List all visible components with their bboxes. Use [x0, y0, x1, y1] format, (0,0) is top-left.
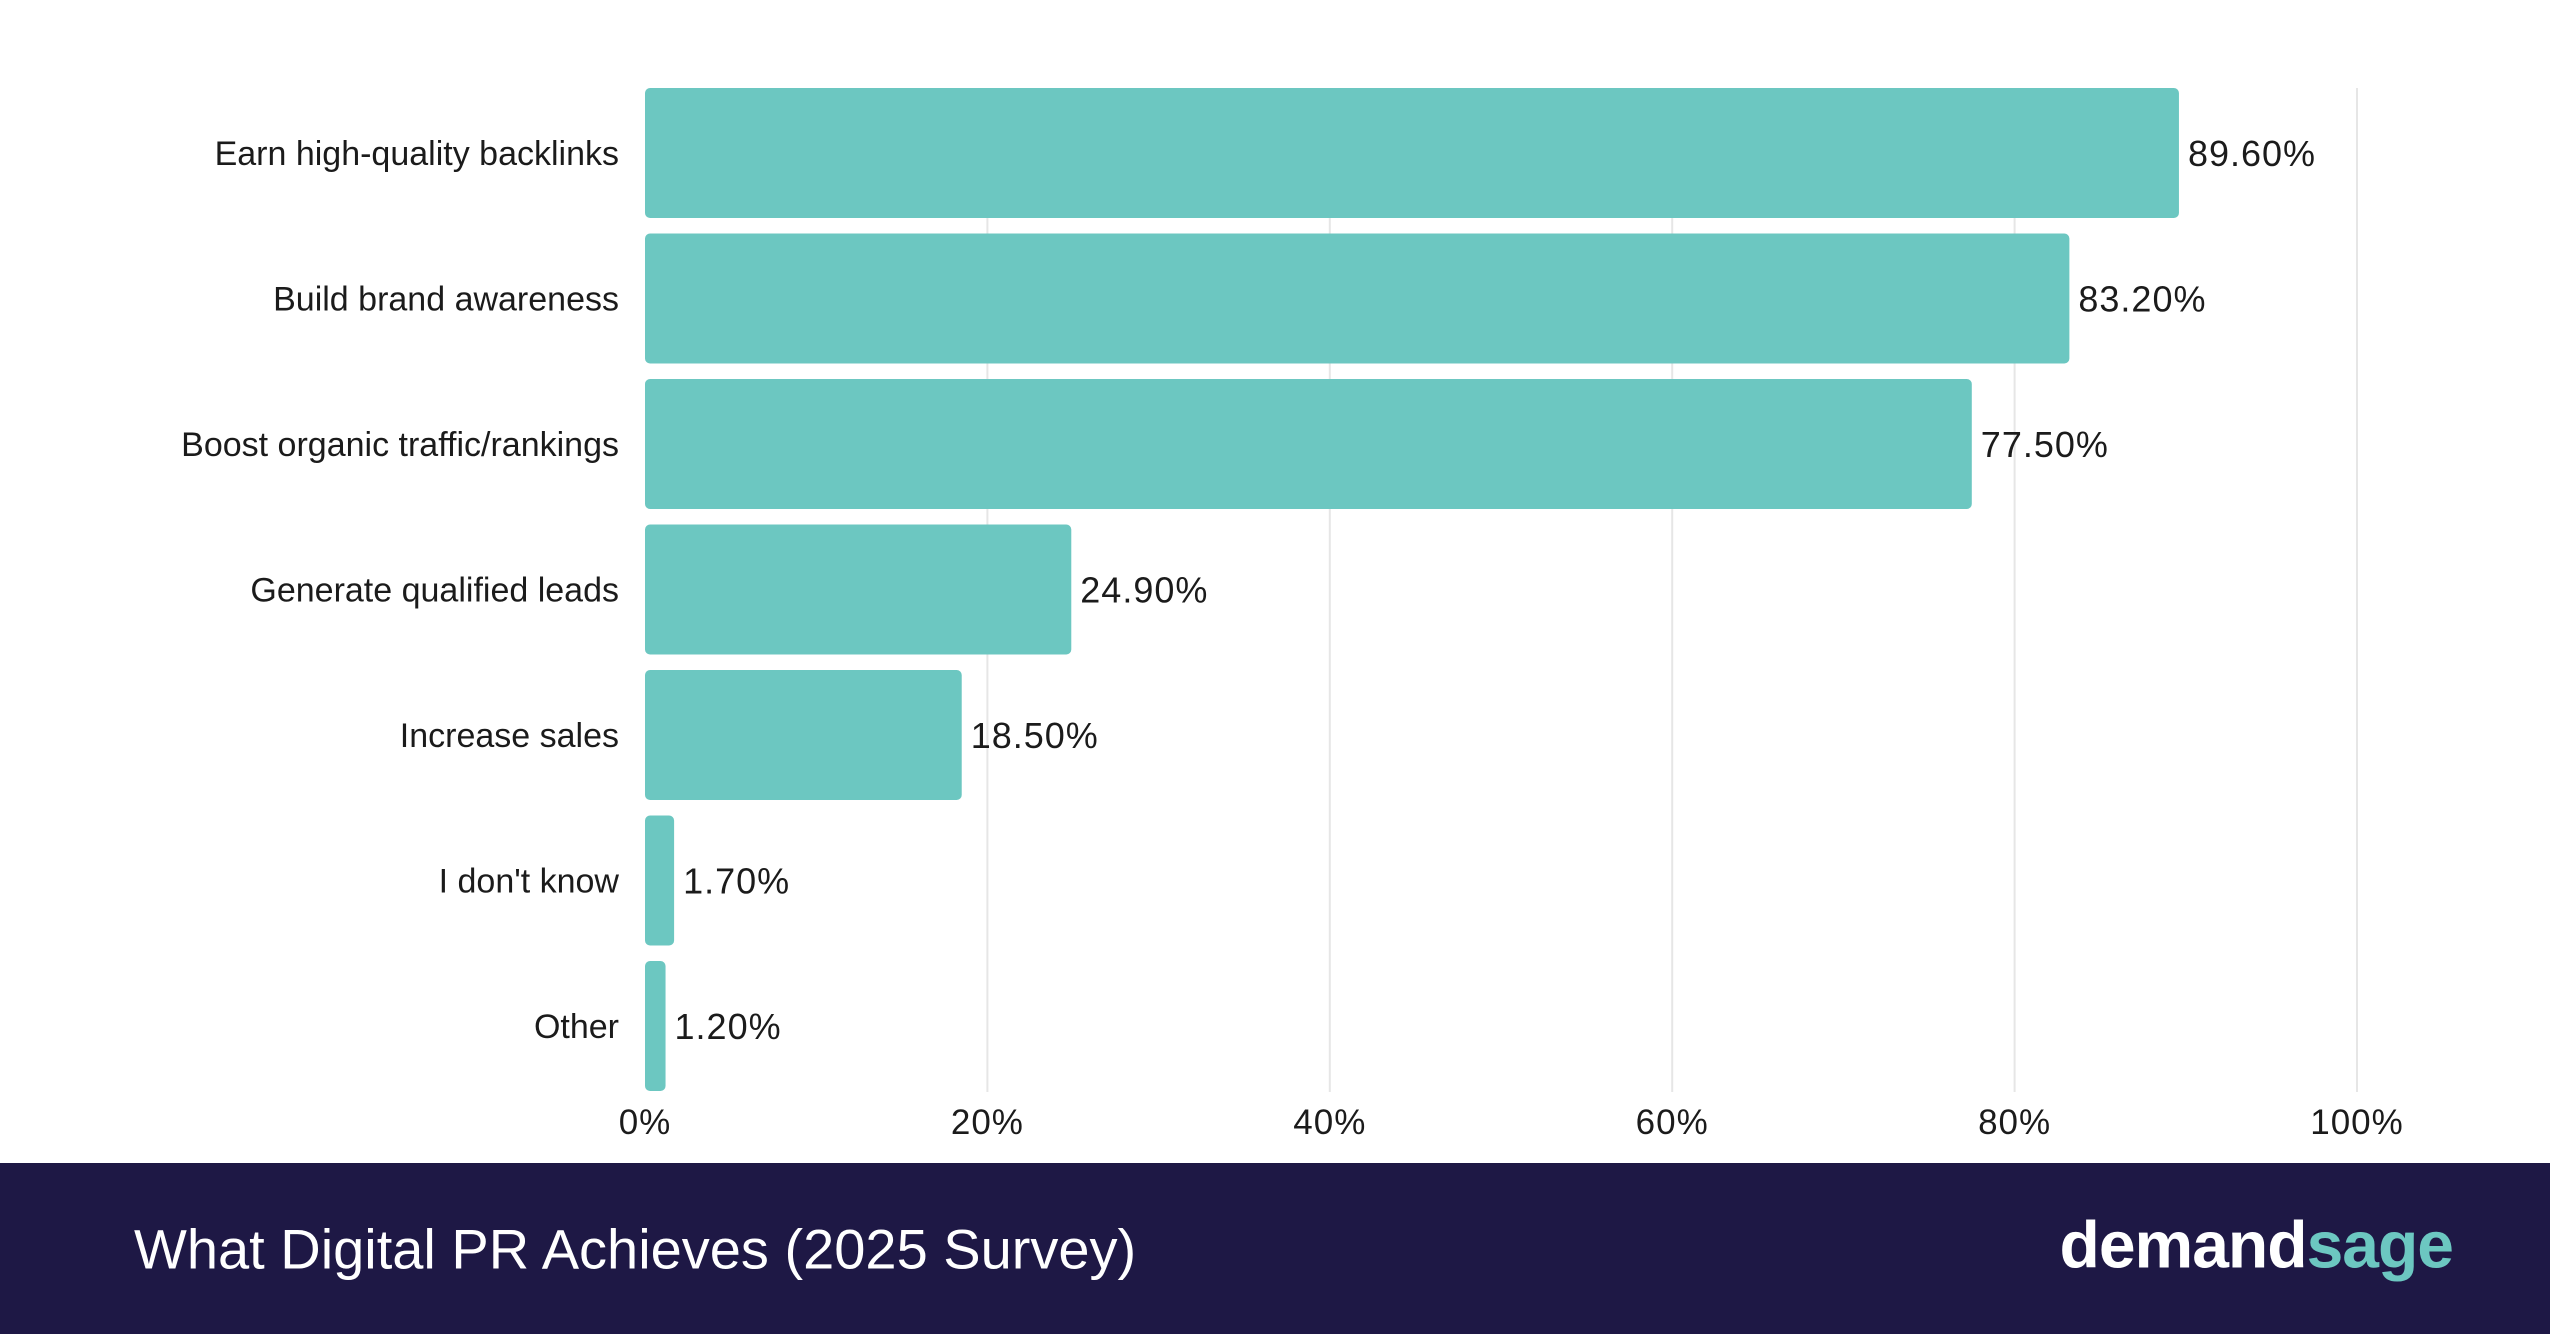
data-label: 83.20% [2078, 279, 2206, 320]
category-label: Boost organic traffic/rankings [181, 426, 619, 464]
data-label: 1.20% [675, 1006, 782, 1047]
data-label: 24.90% [1080, 570, 1208, 611]
category-label: Build brand awareness [273, 281, 619, 319]
category-label: Earn high-quality backlinks [215, 135, 619, 173]
bar [645, 961, 666, 1091]
x-tick-label: 0% [619, 1103, 672, 1142]
data-label: 89.60% [2188, 133, 2316, 174]
data-label: 18.50% [971, 715, 1099, 756]
brand-logo: demandsage [2059, 1206, 2454, 1282]
x-tick-label: 20% [951, 1103, 1024, 1142]
brand-logo-sage: sage [2306, 1206, 2454, 1281]
bar [645, 88, 2179, 218]
x-tick-label: 80% [1978, 1103, 2051, 1142]
category-label: Other [534, 1008, 619, 1046]
data-label: 1.70% [683, 861, 790, 902]
bar [645, 670, 962, 800]
bar [645, 815, 675, 946]
chart-area: Earn high-quality backlinks 89.60% Build b… [181, 88, 2404, 1142]
bar [645, 233, 2070, 364]
brand-logo-demand: demand [2059, 1206, 2308, 1281]
chart-title: What Digital PR Achieves (2025 Survey) [134, 1217, 1137, 1280]
category-label: I don't know [439, 863, 620, 901]
x-tick-label: 40% [1293, 1103, 1366, 1142]
bar-chart: Earn high-quality backlinks 89.60% Build b… [181, 88, 2404, 1142]
data-label: 77.50% [1981, 424, 2109, 465]
category-label: Increase sales [400, 717, 619, 755]
bar [645, 524, 1072, 655]
footer-banner: What Digital PR Achieves (2025 Survey) d… [0, 1163, 2550, 1334]
bar [645, 379, 1972, 509]
x-tick-label: 60% [1636, 1103, 1709, 1142]
x-tick-label: 100% [2310, 1103, 2404, 1142]
category-label: Generate qualified leads [250, 572, 619, 610]
